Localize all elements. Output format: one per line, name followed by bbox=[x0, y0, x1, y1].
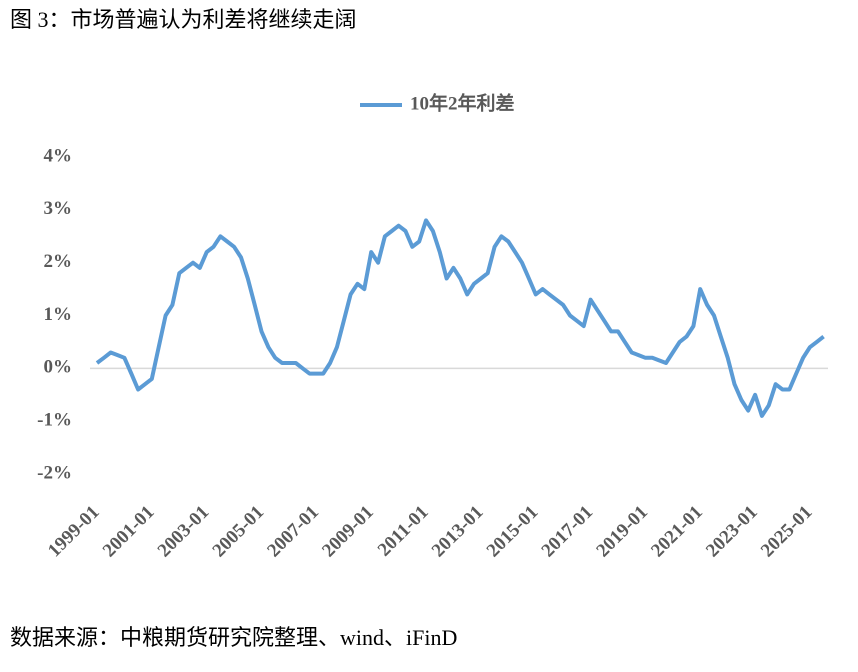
series-line bbox=[95, 218, 825, 418]
x-tick-label: 2007-01 bbox=[263, 502, 323, 562]
x-tick-label: 2003-01 bbox=[154, 502, 214, 562]
y-tick-label: -2% bbox=[37, 462, 72, 483]
y-tick-label: -1% bbox=[37, 410, 72, 431]
x-tick-label: 2019-01 bbox=[592, 502, 652, 562]
chart-title: 图 3：市场普遍认为利差将继续走阔 bbox=[10, 7, 357, 32]
x-tick-label: 2023-01 bbox=[702, 502, 762, 562]
y-tick-label: 0% bbox=[44, 357, 73, 378]
legend-label: 10年2年利差 bbox=[410, 91, 515, 114]
x-tick-label: 2013-01 bbox=[428, 502, 488, 562]
x-tick-label: 2017-01 bbox=[538, 502, 598, 562]
y-tick-label: 3% bbox=[44, 198, 73, 219]
source-note: 数据来源：中粮期货研究院整理、wind、iFinD bbox=[10, 625, 457, 650]
y-tick-label: 4% bbox=[44, 145, 73, 166]
x-tick-label: 1999-01 bbox=[44, 502, 104, 562]
y-tick-label: 2% bbox=[44, 251, 73, 272]
x-tick-label: 2015-01 bbox=[483, 502, 543, 562]
x-tick-label: 2009-01 bbox=[318, 502, 378, 562]
x-tick-label: 2011-01 bbox=[374, 502, 433, 561]
x-tick-label: 2025-01 bbox=[757, 502, 817, 562]
x-tick-label: 2005-01 bbox=[209, 502, 269, 562]
x-tick-label: 2021-01 bbox=[647, 502, 707, 562]
x-tick-label: 2001-01 bbox=[99, 502, 159, 562]
y-tick-label: 1% bbox=[44, 304, 73, 325]
